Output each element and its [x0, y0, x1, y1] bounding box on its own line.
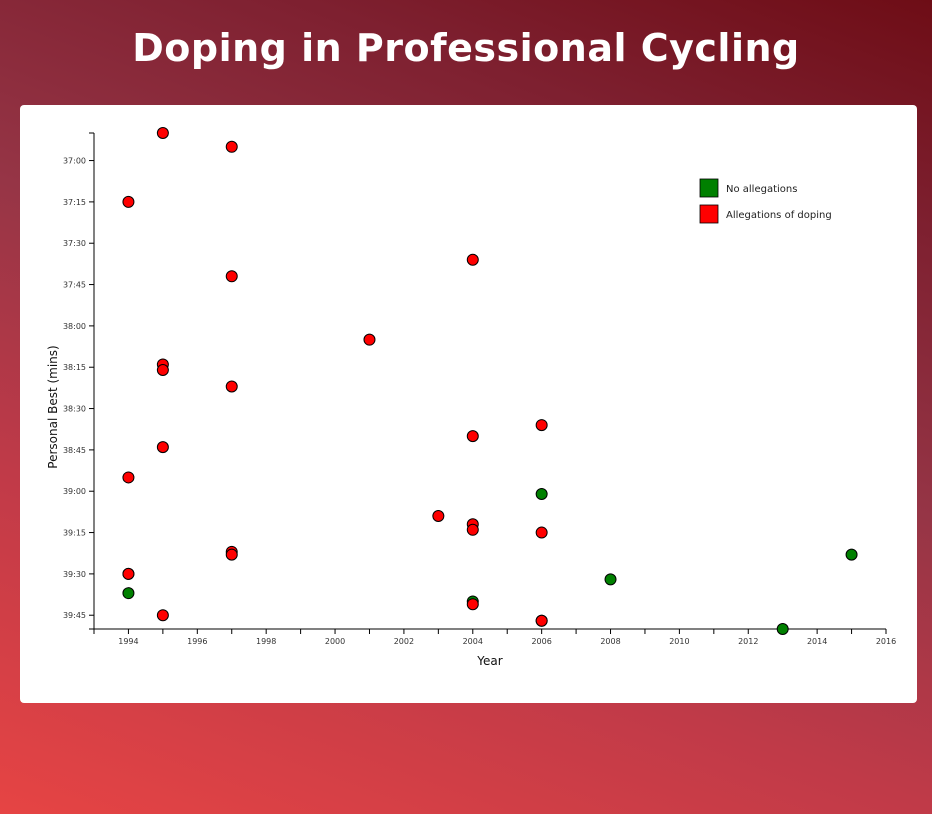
- x-tick-label: 2004: [463, 637, 483, 646]
- y-tick-label: 38:30: [63, 405, 86, 414]
- data-point-allegations-of-doping[interactable]: [432, 510, 445, 523]
- data-point-no-allegations[interactable]: [122, 587, 135, 600]
- data-point-allegations-of-doping[interactable]: [156, 609, 169, 622]
- x-tick-label: 1996: [187, 637, 207, 646]
- y-tick-label: 39:45: [63, 611, 86, 620]
- data-point-no-allegations[interactable]: [604, 573, 617, 586]
- y-tick-label: 37:00: [63, 157, 86, 166]
- data-point-allegations-of-doping[interactable]: [225, 548, 238, 561]
- data-point-allegations-of-doping[interactable]: [122, 471, 135, 484]
- data-point-allegations-of-doping[interactable]: [156, 127, 169, 139]
- legend-label-allegations: Allegations of doping: [726, 210, 832, 221]
- data-point-allegations-of-doping[interactable]: [466, 253, 479, 266]
- data-point-allegations-of-doping[interactable]: [535, 614, 548, 627]
- y-tick-label: 38:15: [63, 363, 86, 372]
- data-point-allegations-of-doping[interactable]: [225, 380, 238, 393]
- x-tick-label: 2002: [394, 637, 414, 646]
- y-tick-label: 37:15: [63, 198, 86, 207]
- data-point-allegations-of-doping[interactable]: [122, 567, 135, 580]
- data-point-allegations-of-doping[interactable]: [535, 419, 548, 432]
- data-point-no-allegations[interactable]: [845, 548, 858, 561]
- y-axis: 37:00 37:15 37:30 37:45 38:00 38:15 38:30 38:45…: [63, 132, 95, 630]
- data-point-allegations-of-doping[interactable]: [122, 195, 135, 208]
- data-points: [122, 127, 858, 635]
- data-point-allegations-of-doping[interactable]: [363, 333, 376, 346]
- data-point-allegations-of-doping[interactable]: [156, 363, 169, 376]
- data-point-no-allegations[interactable]: [535, 487, 548, 500]
- y-axis-label: Personal Best (mins): [46, 345, 60, 468]
- chart-card: 37:00 37:15 37:30 37:45 38:00 38:15 38:30 38:45…: [20, 105, 917, 703]
- data-point-allegations-of-doping[interactable]: [466, 598, 479, 611]
- page-title: Doping in Professional Cycling: [132, 26, 800, 70]
- data-point-allegations-of-doping[interactable]: [225, 270, 238, 283]
- x-tick-label: 2010: [669, 637, 689, 646]
- data-point-allegations-of-doping[interactable]: [466, 430, 479, 443]
- y-tick-label: 38:45: [63, 446, 86, 455]
- y-tick-label: 37:45: [63, 281, 86, 290]
- x-tick-label: 2006: [531, 637, 551, 646]
- x-tick-label: 2016: [876, 637, 896, 646]
- data-point-no-allegations[interactable]: [776, 623, 789, 635]
- data-point-allegations-of-doping[interactable]: [535, 526, 548, 539]
- y-tick-label: 38:00: [63, 322, 86, 331]
- legend: No allegations Allegations of doping: [699, 178, 832, 224]
- y-tick-label: 39:30: [63, 570, 86, 579]
- x-axis: 1994 1996 1998 2000 2002 2004 2006 2008 2010 2012…: [93, 628, 896, 646]
- data-point-allegations-of-doping[interactable]: [225, 140, 238, 153]
- legend-label-no-allegations: No allegations: [726, 184, 797, 195]
- legend-swatch-allegations: [699, 204, 719, 224]
- legend-swatch-no-allegations: [699, 178, 719, 198]
- x-tick-label: 2012: [738, 637, 758, 646]
- x-tick-label: 2000: [325, 637, 345, 646]
- y-tick-label: 37:30: [63, 239, 86, 248]
- x-tick-label: 1994: [118, 637, 138, 646]
- y-tick-label: 39:00: [63, 487, 86, 496]
- scatter-chart: 37:00 37:15 37:30 37:45 38:00 38:15 38:30 38:45…: [46, 127, 896, 668]
- data-point-allegations-of-doping[interactable]: [466, 523, 479, 536]
- x-tick-label: 1998: [256, 637, 276, 646]
- data-point-allegations-of-doping[interactable]: [156, 441, 169, 454]
- x-axis-label: Year: [476, 654, 502, 668]
- x-tick-label: 2008: [600, 637, 620, 646]
- y-tick-label: 39:15: [63, 529, 86, 538]
- x-tick-label: 2014: [807, 637, 827, 646]
